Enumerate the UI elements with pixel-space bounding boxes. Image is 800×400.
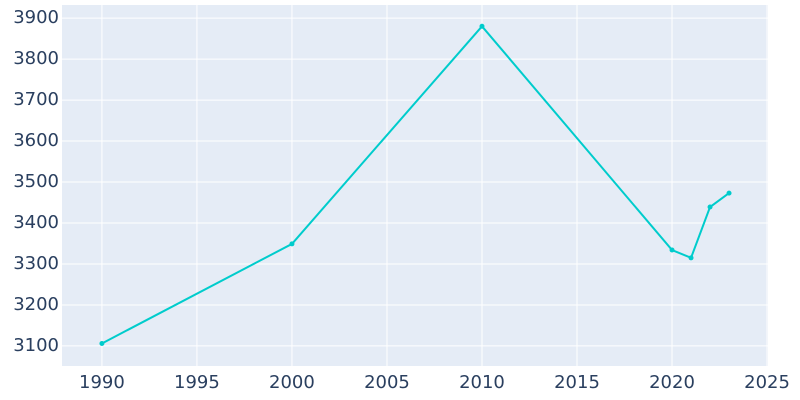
y-tick-label: 3100 — [13, 335, 59, 356]
point — [707, 204, 713, 210]
x-tick-label: 2020 — [649, 372, 695, 393]
x-tick-label: 2000 — [269, 372, 315, 393]
x-tick-label: 1995 — [174, 372, 220, 393]
x-tick-label: 2025 — [744, 372, 790, 393]
point — [688, 255, 694, 261]
plot-area — [62, 5, 768, 366]
y-tick-label: 3700 — [13, 89, 59, 110]
x-tick-label: 2005 — [364, 372, 410, 393]
y-tick-label: 3900 — [13, 7, 59, 28]
x-tick-label: 1990 — [79, 372, 125, 393]
x-tick-label: 2010 — [459, 372, 505, 393]
y-tick-label: 3300 — [13, 253, 59, 274]
y-tick-label: 3800 — [13, 48, 59, 69]
point — [669, 247, 675, 253]
x-tick-label: 2015 — [554, 372, 600, 393]
point — [289, 241, 295, 247]
y-tick-label: 3500 — [13, 171, 59, 192]
y-tick-label: 3200 — [13, 294, 59, 315]
y-tick-label: 3400 — [13, 212, 59, 233]
point — [99, 340, 105, 346]
point — [726, 190, 732, 196]
point — [479, 23, 485, 29]
y-tick-label: 3600 — [13, 130, 59, 151]
